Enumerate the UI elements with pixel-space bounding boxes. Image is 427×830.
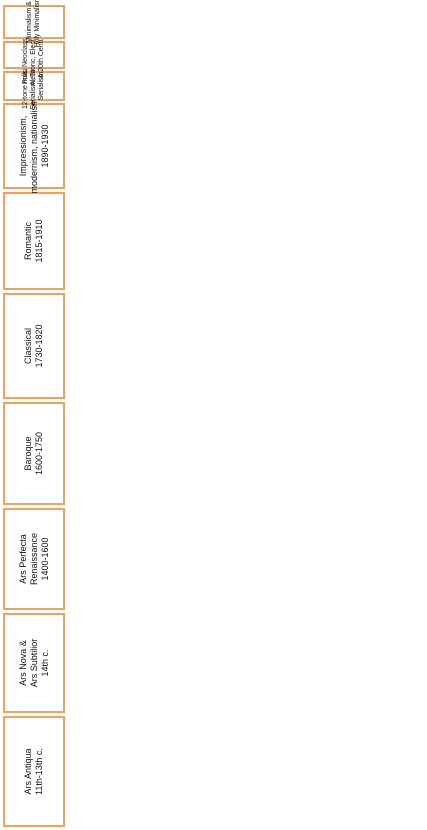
period-header-classical: Classical 1730-1820: [3, 293, 65, 399]
period-header-minimalism: Minimalism & Holy Minimalism: [3, 0, 65, 47]
period-header-ars-perfecta: Ars Perfecta Renaissance 1400-1600: [3, 508, 65, 610]
period-header-ars-antiqua: Ars Antiqua 11th-13th c.: [3, 716, 65, 827]
period-header-baroque: Baroque 1600-1750: [3, 402, 65, 505]
period-header-ars-nova: Ars Nova & Ars Subtilior 14th c.: [3, 613, 65, 713]
period-header-romantic: Romantic 1815-1910: [3, 192, 65, 290]
period-header-impressionism: Impressionism, modernism, nationalism 18…: [3, 98, 65, 194]
